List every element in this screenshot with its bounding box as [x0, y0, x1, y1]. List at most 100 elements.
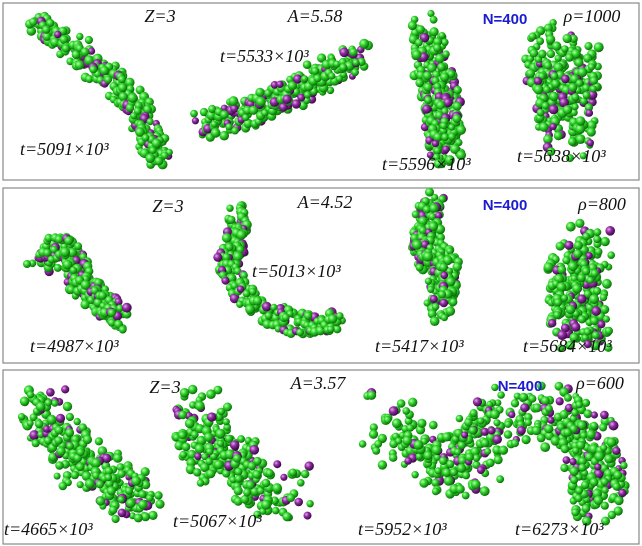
bead — [444, 476, 454, 486]
bead — [118, 83, 127, 92]
bead — [220, 110, 229, 119]
bead — [206, 469, 215, 478]
bead — [544, 262, 554, 272]
bead — [352, 59, 359, 66]
bead — [566, 222, 576, 232]
bead — [119, 326, 127, 334]
bead — [465, 453, 474, 462]
bead — [27, 391, 34, 398]
bead — [481, 439, 490, 448]
bead — [571, 409, 578, 416]
bead — [422, 105, 431, 114]
time-label: t=6273×10³ — [515, 519, 604, 539]
bead — [511, 399, 519, 407]
bead — [126, 498, 136, 508]
bead — [117, 470, 125, 478]
bead — [89, 65, 97, 73]
bead — [145, 153, 155, 163]
bead — [236, 301, 243, 308]
bead — [305, 461, 314, 470]
bead — [571, 322, 580, 331]
a-label: A=3.57 — [290, 373, 347, 393]
bead — [411, 471, 418, 478]
bead — [105, 474, 113, 482]
bead — [36, 402, 46, 412]
bead — [424, 96, 432, 104]
bead — [71, 471, 79, 479]
bead — [180, 451, 188, 459]
bead — [416, 264, 424, 272]
bead — [178, 431, 186, 439]
bead — [550, 123, 557, 130]
bead — [605, 226, 615, 236]
bead — [435, 54, 445, 64]
bead — [493, 435, 502, 444]
bead — [430, 295, 438, 303]
bead — [462, 492, 470, 500]
bead — [57, 447, 66, 456]
bead — [554, 298, 562, 306]
bead — [193, 468, 201, 476]
bead — [578, 464, 586, 472]
bead — [525, 419, 532, 426]
bead — [583, 233, 591, 241]
bead — [142, 134, 150, 142]
bead — [590, 478, 599, 487]
bead — [441, 272, 449, 280]
bead — [511, 439, 519, 447]
bead — [62, 44, 70, 52]
bead — [223, 418, 230, 425]
bead — [54, 473, 61, 480]
z-label: Z=3 — [149, 377, 180, 397]
bead — [188, 385, 197, 394]
bead — [575, 58, 584, 67]
bead — [243, 488, 251, 496]
bead — [359, 440, 367, 448]
bead — [149, 147, 156, 154]
bead — [470, 409, 478, 417]
bead — [581, 481, 589, 489]
bead — [207, 412, 216, 421]
bead — [147, 118, 154, 125]
bead — [572, 284, 582, 294]
bead — [56, 414, 65, 423]
bead — [448, 133, 456, 141]
bead — [561, 75, 570, 84]
bead — [486, 459, 495, 468]
bead — [372, 447, 380, 455]
bead — [442, 432, 451, 441]
bead — [248, 462, 257, 471]
bead — [261, 500, 271, 510]
bead — [204, 432, 214, 442]
bead — [432, 303, 440, 311]
bead — [250, 445, 260, 455]
bead — [206, 389, 216, 399]
bead — [449, 298, 457, 306]
bead — [571, 508, 579, 516]
bead — [439, 263, 447, 271]
bead — [563, 34, 572, 43]
bead — [473, 397, 482, 406]
time-label: t=5638×10³ — [517, 146, 606, 166]
bead — [508, 411, 515, 418]
bead — [146, 494, 153, 501]
bead — [314, 74, 322, 82]
bead — [561, 295, 568, 302]
bead — [282, 314, 290, 322]
bead — [604, 454, 613, 463]
bead — [563, 105, 572, 114]
bead — [126, 104, 134, 112]
bead — [456, 485, 465, 494]
bead — [287, 494, 295, 502]
bead — [590, 77, 598, 85]
bead — [23, 260, 31, 268]
bead — [488, 427, 496, 435]
bead — [423, 71, 432, 80]
bead — [570, 476, 578, 484]
bead — [442, 146, 450, 154]
z-label: Z=3 — [144, 6, 175, 26]
bead — [560, 410, 569, 419]
bead — [20, 397, 30, 407]
bead — [134, 513, 143, 522]
bead — [408, 21, 417, 30]
